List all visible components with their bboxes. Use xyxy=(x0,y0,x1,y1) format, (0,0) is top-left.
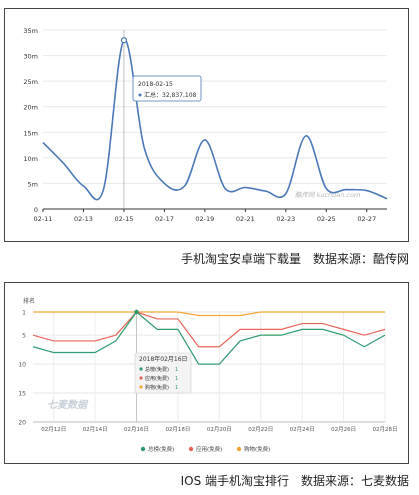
legend-marker xyxy=(236,446,242,452)
rank-series-line xyxy=(32,311,386,365)
x-tick-label: 02-23 xyxy=(276,215,295,223)
tooltip-marker xyxy=(139,376,143,380)
tooltip-date: 2018年02月16日 xyxy=(139,355,188,363)
x-tick-label: 02月24日 xyxy=(290,426,315,433)
x-tick-label: 02月12日 xyxy=(41,426,66,433)
x-tick-label: 02月26日 xyxy=(331,426,356,433)
tooltip-row-value: 1 xyxy=(175,376,178,382)
x-tick-label: 02月14日 xyxy=(83,426,108,433)
legend: 总榜(免费) 应用(免费) 购物(免费) xyxy=(140,445,270,453)
tooltip-marker xyxy=(138,93,142,97)
x-tick-label: 02月20日 xyxy=(207,426,232,433)
watermark: 酷传网 kuchuan.com xyxy=(295,191,360,199)
legend-item: 应用(免费) xyxy=(196,445,222,453)
android-downloads-panel: 0 5m 10m 15m 20m 25m 30m 35m 02-11 02-13 02-15 02-1… xyxy=(4,8,409,242)
x-tick-label: 02-11 xyxy=(34,215,53,223)
ios-ranking-panel: 排名 1 5 10 15 20 02月12日 02月14日 02月16日 02月18日 02月20日… xyxy=(4,282,409,464)
ios-chart-caption: IOS 端手机淘宝排行 数据来源：七麦数据 xyxy=(180,474,409,488)
tooltip-marker xyxy=(139,367,143,371)
legend-marker xyxy=(188,446,194,452)
y-axis-title: 排名 xyxy=(23,297,35,305)
tooltip-row-value: 1 xyxy=(175,367,178,373)
x-tick-label: 02-13 xyxy=(74,215,93,223)
tooltip-row-label: 总榜(免费) xyxy=(145,366,169,373)
download-series-line xyxy=(42,39,388,201)
tooltip-row-label: 购物(免费) xyxy=(145,384,169,391)
tooltip-marker xyxy=(139,385,143,389)
watermark: 七麦数据 xyxy=(47,399,89,411)
y-tick-label: 20m xyxy=(23,104,38,112)
rank-series-line xyxy=(33,311,385,317)
legend-item: 总榜(免费) xyxy=(148,445,174,453)
hover-point xyxy=(134,309,139,315)
tooltip-row-label: 应用(免费) xyxy=(145,375,169,382)
y-tick-label: 10m xyxy=(23,155,38,163)
x-tick-label: 02-27 xyxy=(357,215,376,223)
tooltip: 2018-02-15 汇总：32,837,108 xyxy=(132,75,202,102)
y-tick-label: 5m xyxy=(28,180,38,188)
x-tick-label: 02-25 xyxy=(317,215,336,223)
legend-marker xyxy=(140,446,146,452)
y-tick-label: 0 xyxy=(34,206,38,214)
x-tick-label: 02-17 xyxy=(155,215,174,223)
y-tick-label: 35m xyxy=(23,27,38,35)
y-tick-label: 15 xyxy=(18,391,26,398)
y-tick-label: 20 xyxy=(18,420,26,427)
y-tick-label: 30m xyxy=(23,53,38,61)
tooltip-value: 汇总：32,837,108 xyxy=(144,91,197,99)
x-tick-label: 02月28日 xyxy=(373,426,398,433)
legend-item: 购物(免费) xyxy=(244,445,270,453)
x-tick-label: 02-19 xyxy=(195,215,214,223)
y-tick-label: 1 xyxy=(22,310,26,317)
rank-series-line xyxy=(32,311,386,348)
x-tick-label: 02月18日 xyxy=(165,426,190,433)
x-tick-label: 02-21 xyxy=(236,215,255,223)
x-tick-label: 02-15 xyxy=(114,215,133,223)
android-chart-caption: 手机淘宝安卓端下载量 数据来源：酷传网 xyxy=(180,252,409,266)
y-tick-label: 15m xyxy=(23,129,38,137)
x-tick-label: 02月16日 xyxy=(124,426,149,433)
tooltip-box xyxy=(134,352,192,394)
tooltip-date: 2018-02-15 xyxy=(138,81,173,88)
android-downloads-chart: 0 5m 10m 15m 20m 25m 30m 35m 02-11 02-13 02-15 02-1… xyxy=(23,27,388,223)
y-tick-label: 25m xyxy=(23,78,38,86)
x-tick-label: 02月22日 xyxy=(248,426,273,433)
hover-point xyxy=(120,37,128,44)
y-tick-label: 5 xyxy=(22,333,26,340)
y-tick-label: 10 xyxy=(18,362,26,369)
tooltip-row-value: 1 xyxy=(175,385,178,391)
tooltip-box xyxy=(132,75,202,102)
